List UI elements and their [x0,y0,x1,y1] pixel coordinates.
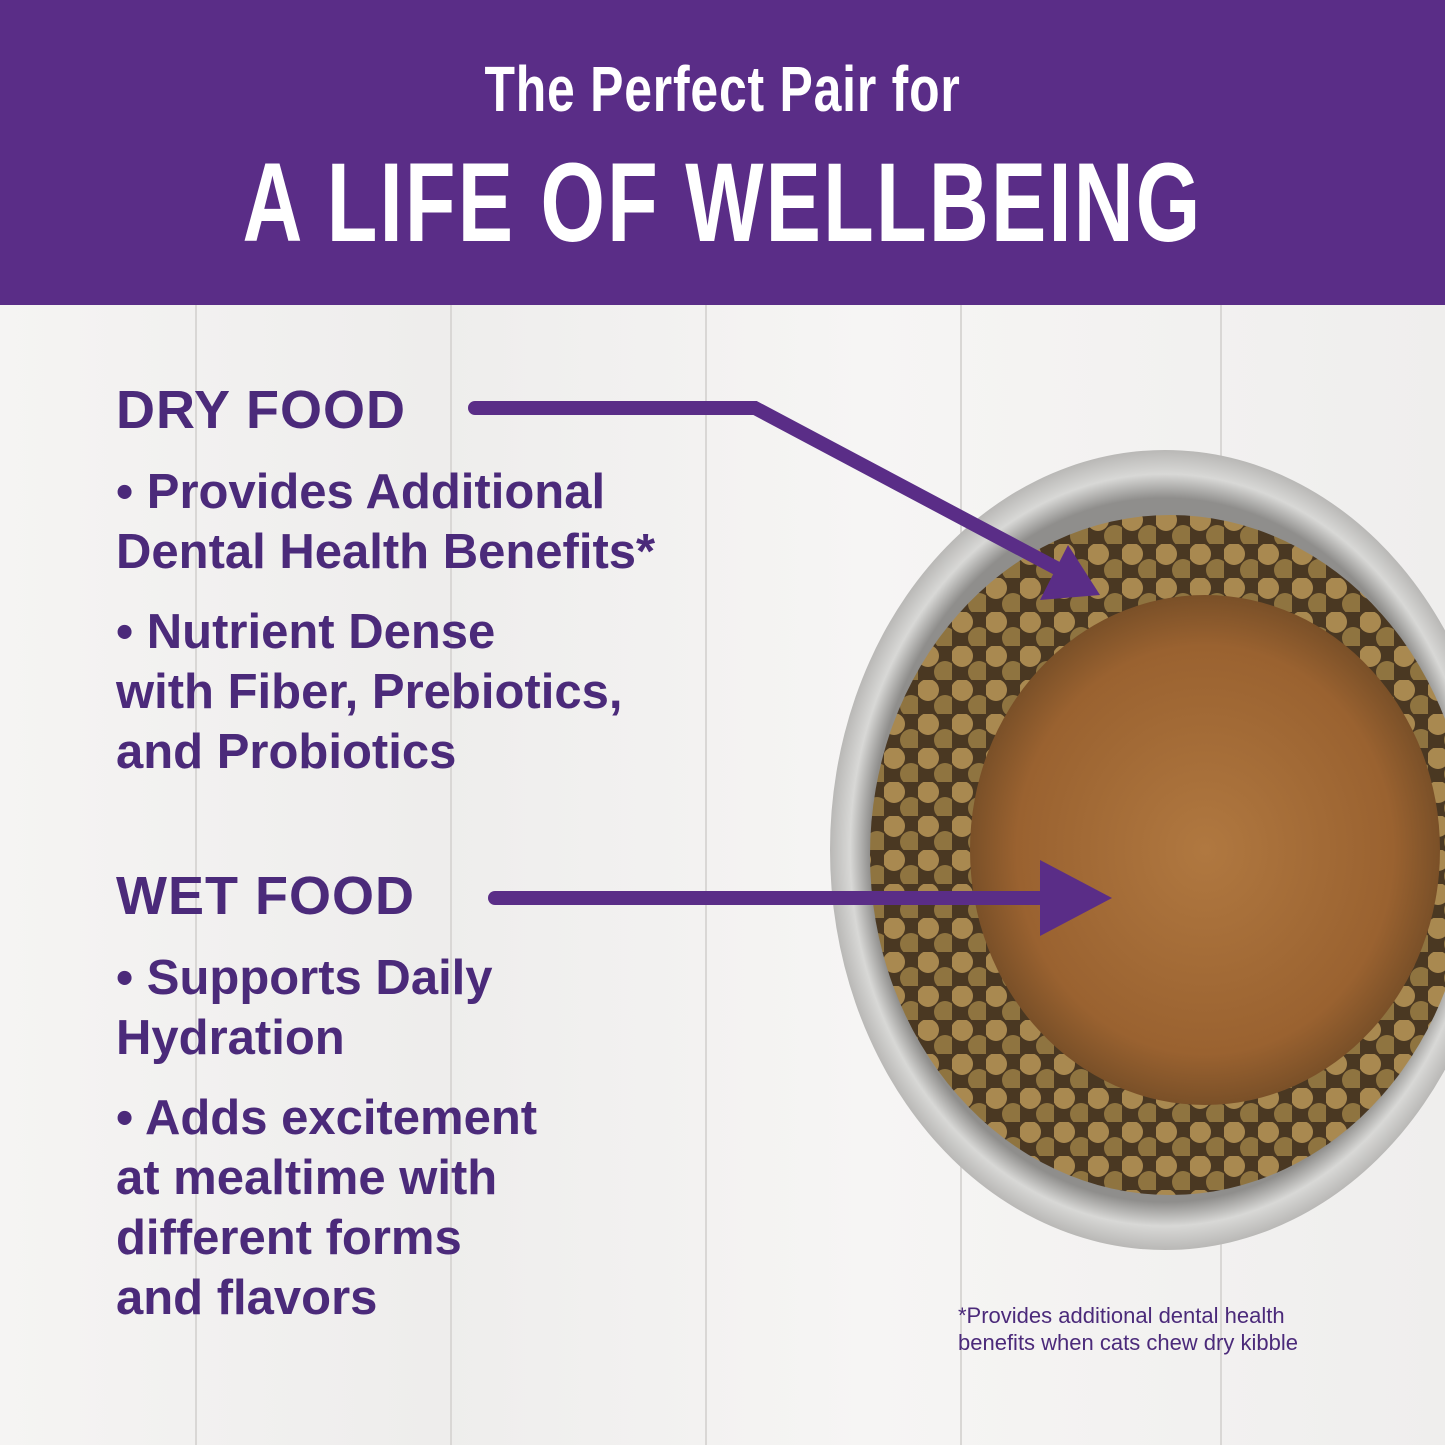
dry-bullet-2: • Nutrient Dense with Fiber, Prebiotics,… [116,605,623,779]
header-subtitle: The Perfect Pair for [484,53,961,125]
wet-bullet-1: • Supports Daily Hydration [116,951,493,1065]
wet-food-section: WET FOOD • Supports Daily Hydration • Ad… [116,866,537,1328]
wet-food-heading: WET FOOD [116,866,415,926]
dry-bullet-1: • Provides Additional Dental Health Bene… [116,465,656,579]
header-title: A LIFE OF WELLBEING [242,140,1203,265]
arrow-dry-food [468,401,1100,600]
dry-food-section: DRY FOOD • Provides Additional Dental He… [116,380,655,782]
dry-food-heading: DRY FOOD [116,380,407,440]
footnote: *Provides additional dental health benef… [958,1303,1298,1355]
arrow-wet-food [488,860,1112,936]
header-banner: The Perfect Pair for A LIFE OF WELLBEING [0,0,1445,305]
wet-bullet-2: • Adds excitement at mealtime with diffe… [116,1091,538,1325]
